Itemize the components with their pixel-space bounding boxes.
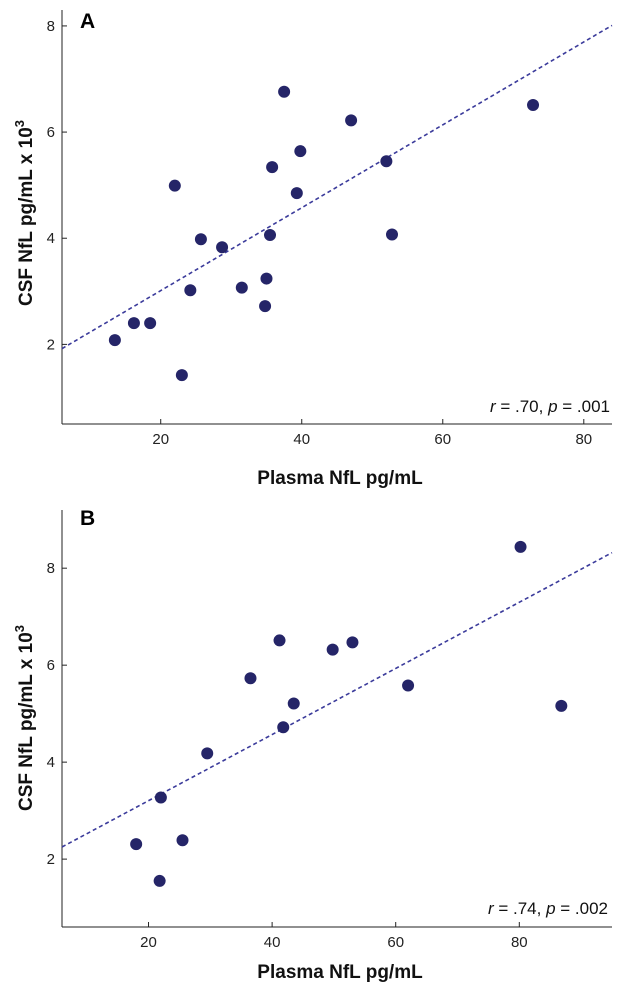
data-point <box>184 284 197 297</box>
y-axis-title-main: CSF NfL pg/mL x 10 <box>16 632 37 811</box>
y-axis-title-exponent: 3 <box>12 625 27 632</box>
data-point <box>260 272 273 285</box>
y-tick-label: 4 <box>47 230 55 247</box>
data-point <box>108 334 121 347</box>
data-point <box>380 155 393 168</box>
data-point <box>273 634 286 647</box>
y-tick-label: 6 <box>47 657 55 674</box>
x-tick-label: 60 <box>434 431 451 448</box>
data-point <box>259 300 272 313</box>
data-point <box>127 317 140 330</box>
data-point <box>216 241 229 254</box>
y-tick-label: 2 <box>47 851 55 868</box>
data-point <box>176 834 189 847</box>
panel-a: A CSF NfL pg/mL x 103 Plasma NfL pg/mL r… <box>12 10 613 489</box>
data-point <box>235 281 248 294</box>
data-point <box>194 233 207 246</box>
panel-label: A <box>80 10 95 33</box>
data-point <box>346 636 359 649</box>
panel-label: B <box>80 507 95 530</box>
regression-line <box>61 24 613 350</box>
y-tick-label: 8 <box>47 18 55 35</box>
x-tick-label: 60 <box>387 934 404 951</box>
panel-b: B CSF NfL pg/mL x 103 Plasma NfL pg/mL r… <box>12 507 613 983</box>
data-point <box>154 791 167 804</box>
data-point <box>402 679 415 692</box>
x-tick-label: 40 <box>264 934 281 951</box>
correlation-stats: r = .70, p = .001 <box>490 397 610 416</box>
y-tick-label: 2 <box>47 336 55 353</box>
correlation-stats: r = .74, p = .002 <box>488 899 608 918</box>
data-point <box>514 540 527 553</box>
data-point <box>345 114 358 127</box>
x-axis-title: Plasma NfL pg/mL <box>257 468 423 489</box>
data-point <box>527 99 540 112</box>
y-tick-label: 8 <box>47 560 55 577</box>
x-tick-label: 80 <box>575 431 592 448</box>
x-tick-label: 20 <box>152 431 169 448</box>
data-point <box>287 697 300 710</box>
y-axis-title-exponent: 3 <box>12 120 27 127</box>
regression-line <box>61 551 613 848</box>
data-point <box>294 145 307 158</box>
data-point <box>264 229 277 242</box>
data-point <box>266 161 279 174</box>
x-tick-label: 20 <box>140 934 157 951</box>
x-axis-title: Plasma NfL pg/mL <box>257 962 423 983</box>
x-tick-label: 80 <box>511 934 528 951</box>
data-point <box>278 85 291 98</box>
data-point <box>326 643 339 656</box>
data-point <box>175 369 188 382</box>
data-point <box>130 838 143 851</box>
y-tick-label: 4 <box>47 754 55 771</box>
data-point <box>168 179 181 192</box>
y-axis-title: CSF NfL pg/mL x 103 <box>12 625 37 811</box>
data-point <box>290 187 303 200</box>
x-tick-label: 40 <box>293 431 310 448</box>
data-point <box>153 874 166 887</box>
data-point <box>144 317 157 330</box>
svg-text:CSF NfL pg/mL x 103: CSF NfL pg/mL x 103 <box>12 625 37 811</box>
y-axis-title: CSF NfL pg/mL x 103 <box>12 120 37 306</box>
data-point <box>244 672 257 685</box>
data-point <box>277 721 290 734</box>
y-axis-title-main: CSF NfL pg/mL x 10 <box>16 127 37 306</box>
data-point <box>555 699 568 712</box>
svg-text:CSF NfL pg/mL x 103: CSF NfL pg/mL x 103 <box>12 120 37 306</box>
y-tick-label: 6 <box>47 124 55 141</box>
data-point <box>386 228 398 241</box>
data-point <box>201 747 214 760</box>
